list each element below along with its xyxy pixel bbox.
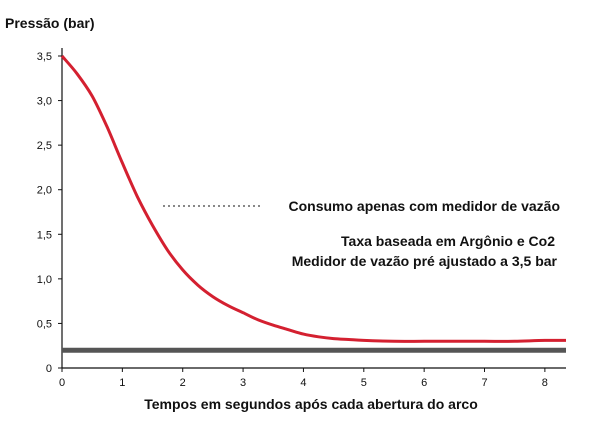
rate-note: Taxa baseada em Argônio e Co2 (341, 233, 555, 249)
y-tick-label: 1,5 (37, 229, 52, 241)
x-tick-label: 0 (59, 377, 65, 389)
preset-note: Medidor de vazão pré ajustado a 3,5 bar (292, 253, 558, 269)
x-ticks: 0 1 2 3 4 5 6 7 8 (59, 368, 548, 389)
x-tick-label: 3 (240, 377, 246, 389)
x-tick-label: 8 (542, 377, 548, 389)
x-tick-label: 7 (481, 377, 487, 389)
x-tick-label: 1 (119, 377, 125, 389)
y-tick-label: 2,5 (37, 140, 52, 152)
x-tick-label: 6 (421, 377, 427, 389)
pressure-curve (60, 55, 567, 343)
x-axis-label: Tempos em segundos após cada abertura do… (144, 396, 478, 412)
y-axis-label: Pressão (bar) (5, 15, 94, 31)
y-tick-label: 3,5 (37, 51, 52, 63)
consumption-annotation: Consumo apenas com medidor de vazão (288, 198, 560, 214)
x-tick-label: 2 (180, 377, 186, 389)
x-tick-label: 4 (300, 377, 306, 389)
y-tick-label: 0,5 (37, 318, 52, 330)
y-ticks: 0 0,5 1,0 1,5 2,0 2,5 3,0 3,5 (37, 51, 62, 375)
y-tick-label: 2,0 (37, 185, 52, 197)
series-layer (60, 55, 567, 353)
x-tick-label: 5 (361, 377, 367, 389)
y-tick-label: 0 (46, 363, 52, 375)
y-tick-label: 1,0 (37, 274, 52, 286)
y-tick-label: 3,0 (37, 96, 52, 108)
